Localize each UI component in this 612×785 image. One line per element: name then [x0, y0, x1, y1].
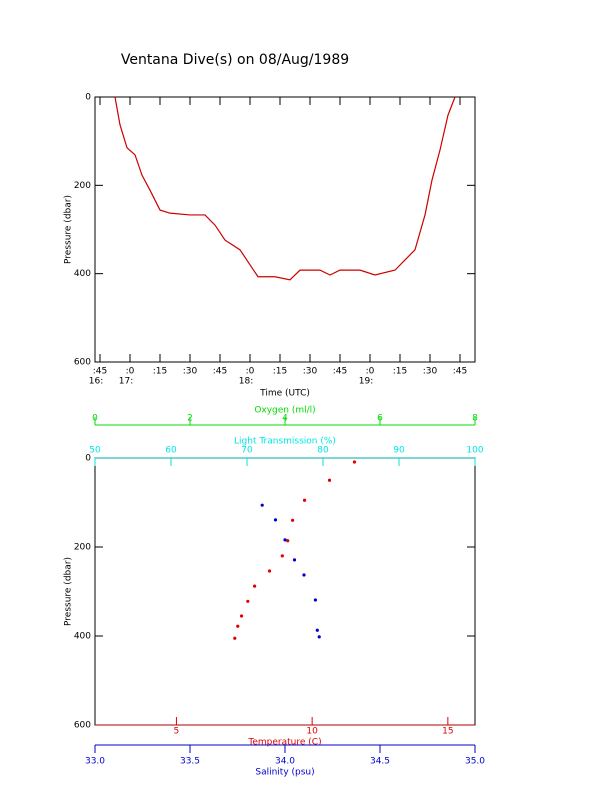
x-tick-label: 90 [393, 446, 405, 456]
x-tick-label: :0 [366, 367, 375, 377]
x-tick-label: 10 [306, 727, 318, 737]
x-axis-label: Salinity (psu) [255, 768, 314, 778]
x-tick-label: 0 [92, 414, 98, 424]
y-tick-label: 600 [74, 721, 91, 731]
x-tick-label: :15 [153, 367, 167, 377]
x-tick-label: :0 [246, 367, 255, 377]
x-tick-label: 2 [187, 414, 193, 424]
x-tick-label: :30 [303, 367, 318, 377]
point [246, 599, 250, 603]
plot-frame [94, 457, 476, 726]
x-tick-label: 100 [466, 446, 483, 456]
x-tick-label: 35.0 [465, 757, 485, 767]
x-tick-label: 50 [89, 446, 101, 456]
plot-frame [94, 96, 476, 363]
x-tick-label: 80 [317, 446, 329, 456]
x-tick-label: 33.5 [180, 757, 200, 767]
point [292, 558, 297, 562]
point [302, 498, 307, 502]
point [291, 518, 295, 522]
point [317, 635, 321, 639]
point [236, 624, 240, 628]
x-tick-label: 60 [165, 446, 177, 456]
x-hour-label: 18: [239, 377, 253, 387]
x-tick-label: :45 [453, 367, 467, 377]
point [286, 539, 290, 543]
x-tick-label: 34.5 [370, 757, 390, 767]
x-tick-label: :15 [393, 367, 407, 377]
point [267, 569, 272, 573]
chart-title: Ventana Dive(s) on 08/Aug/1989 [121, 52, 349, 68]
y-tick-label: 400 [74, 632, 91, 642]
x-tick-label: 6 [377, 414, 383, 424]
y-tick-label: 200 [74, 181, 91, 191]
point [283, 538, 287, 542]
x-tick-label: 34.0 [275, 757, 295, 767]
x-tick-label: 8 [472, 414, 478, 424]
x-axis-label: Light Transmission (%) [234, 437, 336, 447]
y-tick-label: 600 [74, 358, 91, 368]
point [260, 503, 264, 507]
point [302, 573, 306, 577]
y-axis-label: Pressure (dbar) [64, 195, 74, 264]
x-hour-label: 17: [119, 377, 133, 387]
x-axis-label: Oxygen (ml/l) [254, 406, 315, 416]
x-tick-label: 15 [442, 727, 453, 737]
point [327, 478, 332, 482]
y-tick-label: 200 [74, 543, 91, 553]
y-tick-label: 0 [85, 454, 91, 464]
x-tick-label: :45 [333, 367, 347, 377]
x-tick-label: 4 [282, 414, 288, 424]
x-tick-label: 5 [174, 727, 180, 737]
x-tick-label: :30 [183, 367, 198, 377]
x-hour-label: 16: [89, 377, 103, 387]
y-tick-label: 0 [85, 93, 91, 103]
point [315, 628, 319, 632]
x-tick-label: :30 [423, 367, 438, 377]
x-hour-label: 19: [359, 377, 373, 387]
x-axis-label: Temperature (C) [247, 738, 321, 748]
point [273, 518, 278, 522]
depth-line [114, 96, 456, 281]
point [233, 636, 237, 640]
y-tick-label: 400 [74, 269, 91, 279]
point [239, 614, 244, 618]
x-tick-label: 33.0 [85, 757, 105, 767]
y-axis-label: Pressure (dbar) [64, 557, 74, 626]
x-tick-label: :45 [93, 367, 107, 377]
x-tick-label: :0 [126, 367, 135, 377]
x-tick-label: 70 [241, 446, 253, 456]
point [313, 598, 317, 602]
point [352, 460, 357, 464]
x-axis-label: Time (UTC) [259, 389, 310, 399]
point [253, 584, 257, 588]
x-tick-label: :45 [213, 367, 227, 377]
point [280, 554, 284, 558]
x-tick-label: :15 [273, 367, 287, 377]
